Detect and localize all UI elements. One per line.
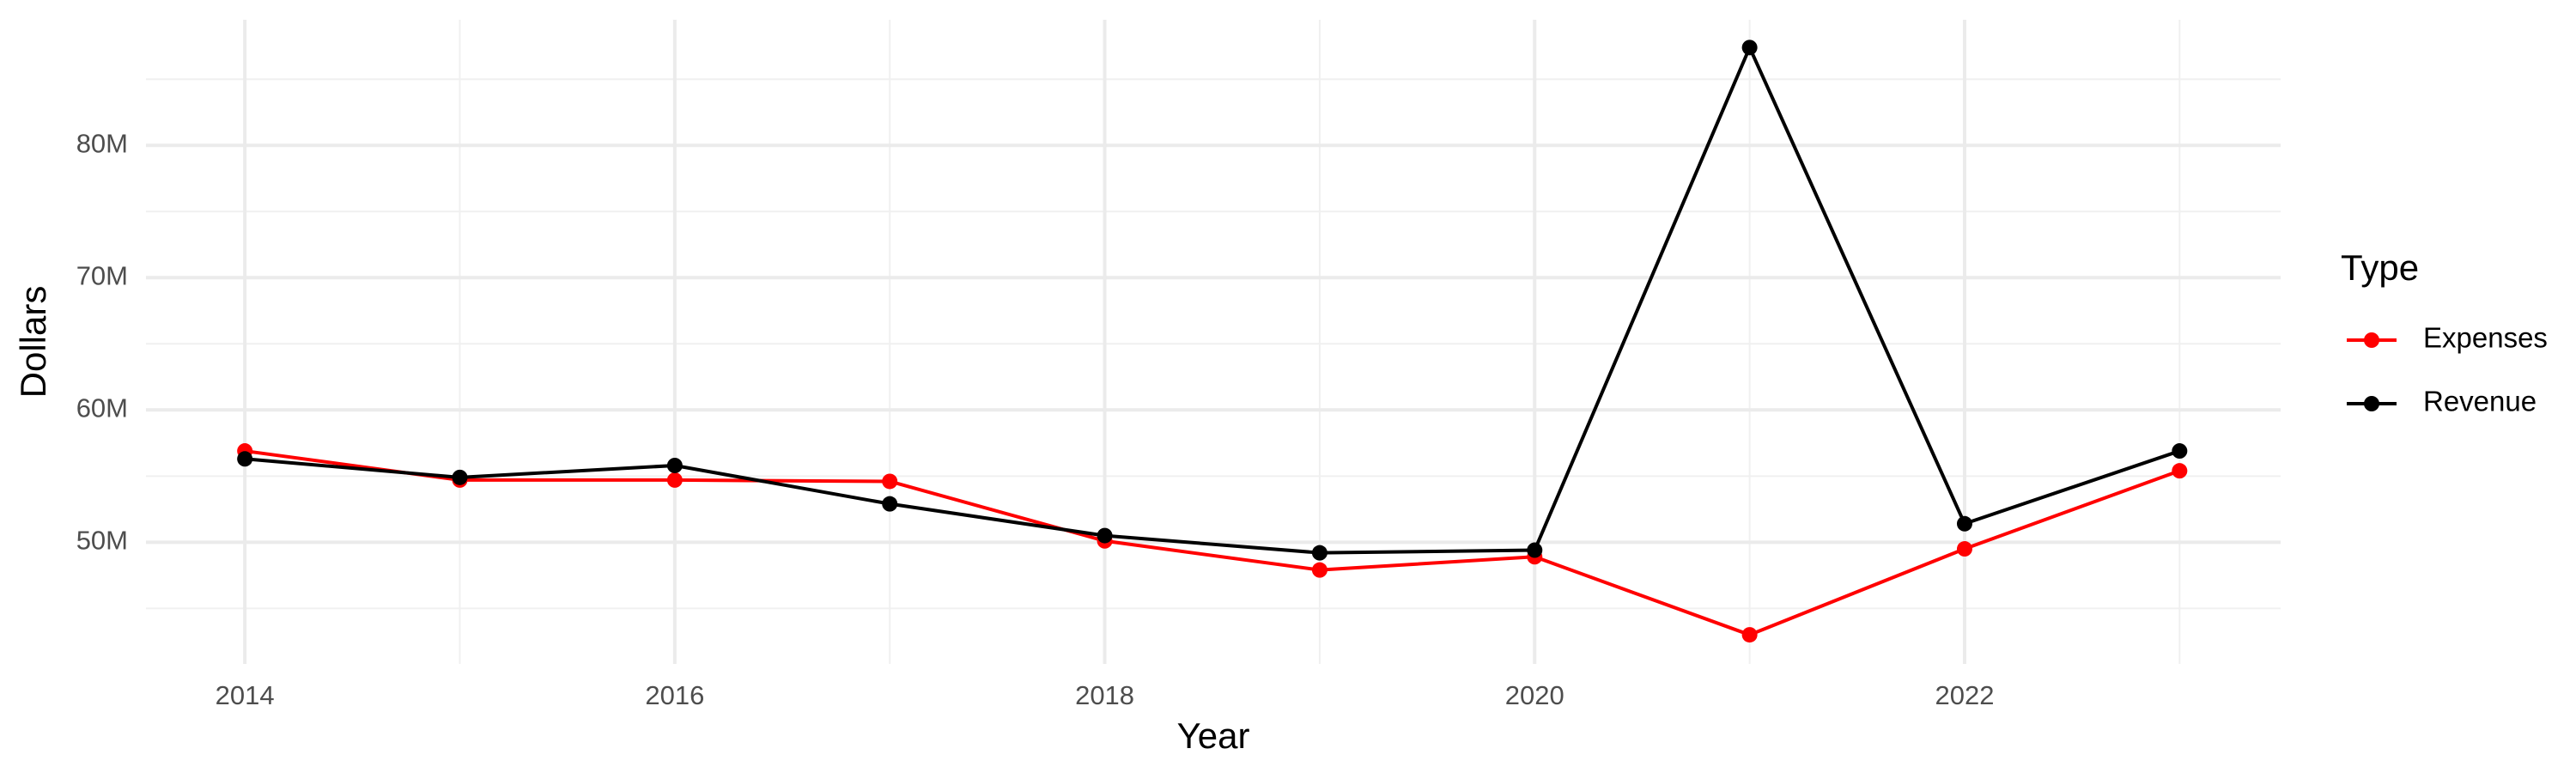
point [666,457,683,473]
point [1741,40,1758,56]
point [1741,627,1758,643]
series-line [244,449,2181,637]
x-tick-label: 2022 [1935,680,1994,710]
x-tick-label: 2014 [216,680,275,710]
legend-label: Expenses [2423,322,2548,354]
point [1527,542,1543,558]
point [1311,545,1327,561]
point [882,473,898,490]
x-axis-title: Year [1177,715,1250,756]
point [882,496,898,512]
point [1311,562,1327,578]
point [1097,527,1113,544]
y-tick-label: 70M [76,260,128,290]
point [237,451,253,467]
y-tick-label: 60M [76,393,128,423]
legend-key-point [2364,396,2379,411]
y-axis-title: Dollars [13,286,53,399]
y-tick-label: 80M [76,128,128,158]
y-tick-label: 50M [76,526,128,556]
x-tick-label: 2018 [1075,680,1134,710]
x-tick-label: 2020 [1505,680,1564,710]
legend-key-point [2364,332,2379,348]
series-line [244,46,2180,555]
point [666,472,683,488]
point [1956,515,1972,532]
point [1956,541,1972,557]
x-tick-label: 2016 [645,680,704,710]
legend-label: Revenue [2423,386,2537,417]
point [2172,463,2188,479]
legend-title: Type [2341,247,2419,288]
point [452,469,468,485]
point [2172,443,2188,460]
